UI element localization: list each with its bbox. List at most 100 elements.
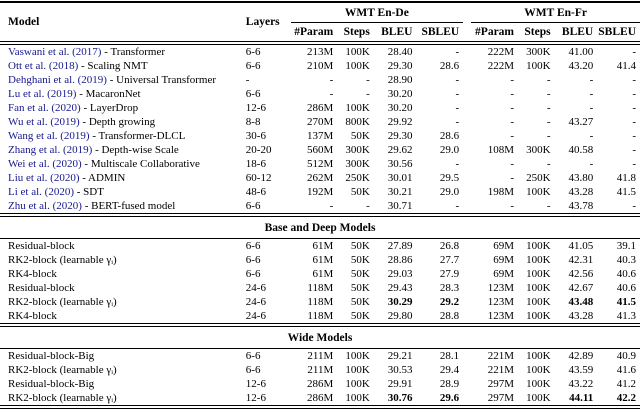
cell-bleu-ende: 28.86 (387, 254, 413, 266)
cell-steps-ende: 100K (345, 378, 370, 390)
model-label: - SDT (73, 186, 104, 198)
column-gap (463, 2, 471, 43)
cell-sbleu-ende: - (455, 46, 460, 58)
cell-bleu-ende: 29.80 (387, 310, 413, 322)
cell-param-enfr: - (510, 130, 515, 142)
cell-bleu-enfr: 40.58 (568, 144, 594, 156)
cell-sbleu-ende: 27.9 (439, 268, 460, 280)
column-header-steps-enfr: Steps (524, 26, 551, 38)
cell-sbleu-enfr: 41.2 (616, 378, 636, 390)
layers-cell: 18-6 (245, 158, 266, 170)
column-gap (463, 73, 471, 87)
citation-link[interactable]: Ott et al. (2018) (8, 60, 79, 72)
cell-param-ende: 286M (306, 102, 334, 114)
table-row: Zhang et al. (2019) - Depth-wise Scale 20… (0, 143, 640, 157)
cell-bleu-enfr: 42.31 (568, 254, 594, 266)
table-row: RK4-block 6-6 61M 50K 29.03 27.9 69M 100K 42.56 4… (0, 267, 640, 281)
table-row: Ott et al. (2018) - Scaling NMT 6-6 210M 10… (0, 59, 640, 73)
citation-link[interactable]: Liu et al. (2020) (8, 172, 80, 184)
layers-cell: 6-6 (245, 46, 261, 58)
cell-sbleu-ende: 29.4 (439, 364, 460, 376)
column-gap (463, 363, 471, 377)
table-row: Wu et al. (2019) - Depth growing 8-8 270M 8… (0, 115, 640, 129)
layers-cell: 24-6 (245, 282, 266, 294)
cell-param-enfr: - (510, 116, 515, 128)
cell-steps-ende: 100K (345, 102, 370, 114)
model-label: - LayerDrop (80, 102, 139, 114)
cell-bleu-enfr: 43.59 (568, 364, 594, 376)
model-label: - BERT-fused model (81, 200, 176, 212)
cell-sbleu-ende: 29.6 (439, 392, 460, 404)
cell-param-ende: 213M (306, 46, 334, 58)
cell-bleu-enfr: 42.67 (568, 282, 594, 294)
citation-link[interactable]: Vaswani et al. (2017) (8, 46, 102, 58)
citation-link[interactable]: Dehghani et al. (2019) (8, 74, 107, 86)
cell-sbleu-ende: - (455, 200, 460, 212)
cell-bleu-ende: 30.01 (387, 172, 413, 184)
cell-param-ende: - (329, 200, 334, 212)
citation-link[interactable]: Fan et al. (2020) (8, 102, 81, 114)
group-header-wmt-en-fr: WMT En-Fr (471, 2, 640, 23)
citation-link[interactable]: Wang et al. (2019) (8, 130, 90, 142)
model-cell: Residual-block (8, 282, 75, 294)
layers-cell: 6-6 (245, 240, 261, 252)
cell-bleu-enfr: 43.28 (568, 186, 594, 198)
cell-bleu-enfr: 42.56 (568, 268, 594, 280)
cell-param-enfr: - (510, 200, 515, 212)
citation-link[interactable]: Wei et al. (2020) (8, 158, 82, 170)
cell-param-enfr: 221M (487, 364, 515, 376)
model-cell: Ott et al. (2018) - Scaling NMT (0, 59, 244, 73)
cell-steps-ende: 300K (345, 158, 370, 170)
cell-sbleu-enfr: 41.8 (616, 172, 636, 184)
cell-steps-enfr: 100K (526, 378, 551, 390)
model-cell: RK2-block (learnable γᵢ) (8, 296, 117, 308)
table-row: Residual-block 24-6 118M 50K 29.43 28.3 123M 10… (0, 281, 640, 295)
cell-sbleu-enfr: - (632, 46, 636, 58)
cell-param-ende: 211M (307, 350, 334, 362)
cell-param-ende: 118M (307, 296, 334, 308)
cell-bleu-enfr: 41.00 (568, 46, 594, 58)
cell-param-ende: 262M (306, 172, 334, 184)
column-header-sbleu-enfr: SBLEU (598, 26, 636, 38)
column-gap (463, 171, 471, 185)
cell-param-ende: - (329, 74, 334, 86)
cell-sbleu-enfr: 41.6 (616, 364, 636, 376)
cell-steps-enfr: 250K (526, 172, 551, 184)
cell-bleu-ende: 30.56 (387, 158, 413, 170)
cell-sbleu-ende: 27.7 (439, 254, 460, 266)
citation-link[interactable]: Wu et al. (2019) (8, 116, 80, 128)
table-row: Residual-block-Big 12-6 286M 100K 29.91 28.9 2… (0, 377, 640, 391)
column-header-layers: Layers (245, 16, 280, 28)
cell-bleu-ende: 30.21 (387, 186, 413, 198)
cell-sbleu-ende: - (455, 102, 460, 114)
layers-cell: 6-6 (245, 268, 261, 280)
cell-param-enfr: - (510, 172, 515, 184)
model-cell: Residual-block-Big (8, 350, 95, 362)
cell-bleu-enfr: 43.80 (568, 172, 594, 184)
cell-param-enfr: 69M (493, 254, 515, 266)
column-gap (463, 101, 471, 115)
citation-link[interactable]: Zhu et al. (2020) (8, 200, 82, 212)
cell-sbleu-ende: 28.8 (439, 310, 460, 322)
table-row: Li et al. (2020) - SDT 48-6 192M 50K 30.21 29… (0, 185, 640, 199)
cell-sbleu-enfr: 39.1 (616, 240, 636, 252)
section-row: Base and Deep Models (0, 213, 640, 239)
cell-steps-ende: 50K (350, 130, 370, 142)
table-row: Zhu et al. (2020) - BERT-fused model 6-6-… (0, 199, 640, 215)
cell-steps-enfr: 100K (526, 296, 551, 308)
citation-link[interactable]: Zhang et al. (2019) (8, 144, 93, 156)
cell-steps-enfr: - (546, 130, 551, 142)
cell-sbleu-ende: 29.0 (439, 144, 460, 156)
table-row: Wang et al. (2019) - Transformer-DLCL 30-… (0, 129, 640, 143)
cell-bleu-enfr: 44.11 (569, 392, 594, 404)
cell-param-ende: 560M (306, 144, 334, 156)
cell-bleu-enfr: 42.89 (568, 350, 594, 362)
model-cell: Zhang et al. (2019) - Depth-wise Scale (0, 143, 244, 157)
citation-link[interactable]: Li et al. (2020) (8, 186, 74, 198)
cell-param-enfr: 69M (493, 240, 515, 252)
cell-steps-ende: 50K (350, 282, 370, 294)
cell-param-ende: 286M (306, 392, 334, 404)
citation-link[interactable]: Lu et al. (2019) (8, 88, 77, 100)
model-cell: RK2-block (learnable γᵢ) (8, 392, 117, 404)
